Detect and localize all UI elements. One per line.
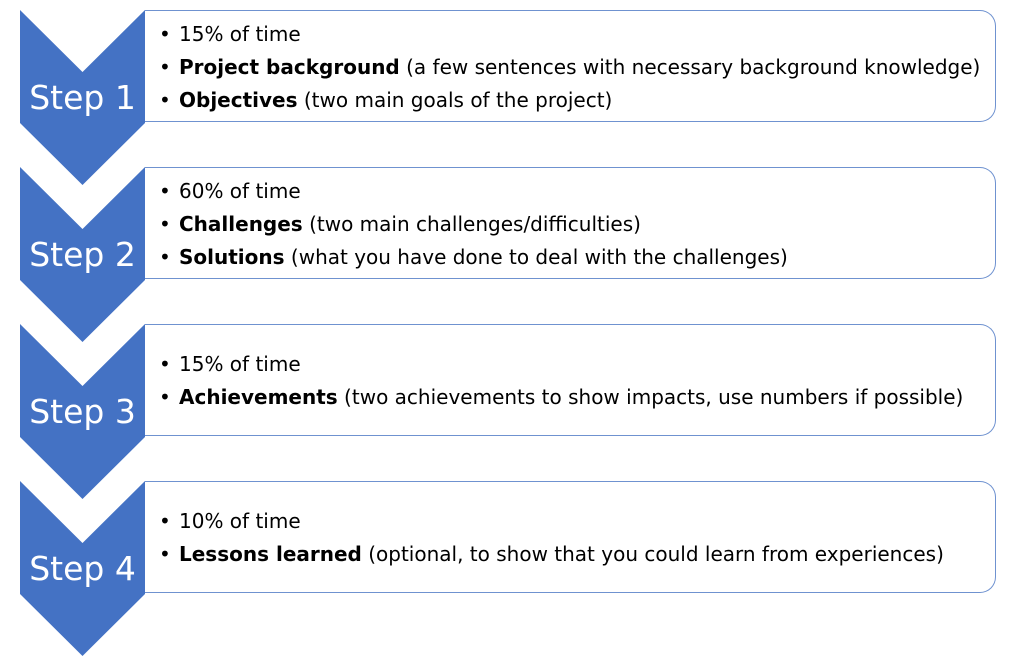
bullet-item: • 60% of time <box>159 175 995 208</box>
step-4-box: • 10% of time • Lessons learned (optional,… <box>145 481 996 593</box>
bullet-bold: Solutions <box>179 245 285 269</box>
bullet-item: • 10% of time <box>159 505 995 538</box>
step-2-label: Step 2 <box>29 235 136 274</box>
bullet-bold: Project background <box>179 55 400 79</box>
bullet-item: • Project background (a few sentences wit… <box>159 51 995 84</box>
bullet-text: 15% of time <box>179 352 301 376</box>
step-1-chevron <box>20 10 145 185</box>
bullet-bold: Objectives <box>179 88 298 112</box>
step-2-bullets: • 60% of time • Challenges (two main chall… <box>159 175 995 274</box>
step-3-box: • 15% of time • Achievements (two achievem… <box>145 324 996 436</box>
bullet-dot: • <box>159 352 171 376</box>
bullet-item: • Challenges (two main challenges/difficu… <box>159 208 995 241</box>
bullet-dot: • <box>159 88 171 112</box>
bullet-dot: • <box>159 509 171 533</box>
bullet-item: • 15% of time <box>159 18 995 51</box>
step-4-label: Step 4 <box>29 549 136 588</box>
step-3-chevron <box>20 324 145 499</box>
step-2-chevron <box>20 167 145 342</box>
bullet-item: • Objectives (two main goals of the proje… <box>159 84 995 117</box>
bullet-dot: • <box>159 245 171 269</box>
bullet-bold: Achievements <box>179 385 338 409</box>
bullet-text: 15% of time <box>179 22 301 46</box>
bullet-dot: • <box>159 212 171 236</box>
step-2-box: • 60% of time • Challenges (two main chall… <box>145 167 996 279</box>
step-1-box: • 15% of time • Project background (a few … <box>145 10 996 122</box>
bullet-dot: • <box>159 179 171 203</box>
bullet-text: (optional, to show that you could learn … <box>361 542 944 566</box>
bullet-bold: Challenges <box>179 212 303 236</box>
step-1-bullets: • 15% of time • Project background (a few … <box>159 18 995 117</box>
bullet-text: (what you have done to deal with the cha… <box>284 245 788 269</box>
bullet-text: (two achievements to show impacts, use n… <box>337 385 964 409</box>
bullet-item: • Solutions (what you have done to deal w… <box>159 241 995 274</box>
bullet-dot: • <box>159 385 171 409</box>
step-3-bullets: • 15% of time • Achievements (two achievem… <box>159 348 995 414</box>
bullet-text: 10% of time <box>179 509 301 533</box>
bullet-dot: • <box>159 542 171 566</box>
bullet-item: • Lessons learned (optional, to show that… <box>159 538 995 571</box>
step-4-bullets: • 10% of time • Lessons learned (optional,… <box>159 505 995 571</box>
step-1-label: Step 1 <box>29 78 136 117</box>
bullet-text: (two main goals of the project) <box>297 88 613 112</box>
bullet-text: 60% of time <box>179 179 301 203</box>
bullet-text: (a few sentences with necessary backgrou… <box>399 55 981 79</box>
bullet-item: • 15% of time <box>159 348 995 381</box>
bullet-item: • Achievements (two achievements to show … <box>159 381 995 414</box>
bullet-dot: • <box>159 55 171 79</box>
step-4-chevron <box>20 481 145 656</box>
bullet-bold: Lessons learned <box>179 542 362 566</box>
bullet-dot: • <box>159 22 171 46</box>
step-3-label: Step 3 <box>29 392 136 431</box>
bullet-text: (two main challenges/difficulties) <box>302 212 641 236</box>
